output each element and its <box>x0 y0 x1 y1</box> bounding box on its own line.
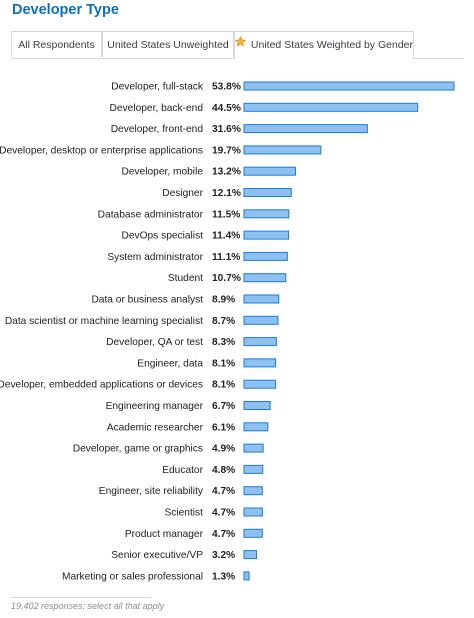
value-label: 53.8% <box>212 82 241 93</box>
value-label: 31.6% <box>212 124 241 135</box>
value-label: 8.7% <box>212 316 235 327</box>
star-icon <box>234 31 247 57</box>
bar <box>243 464 264 474</box>
bar <box>243 145 322 155</box>
value-label: 8.1% <box>212 358 235 369</box>
bar <box>243 102 419 112</box>
value-label: 3.2% <box>212 550 235 561</box>
value-label: 12.1% <box>212 188 241 199</box>
tab-united-states-weighted-by-gender[interactable]: United States Weighted by Gender <box>234 31 414 59</box>
bar <box>243 273 287 283</box>
category-label: Data or business analyst <box>91 295 203 306</box>
category-label: Developer, game or graphics <box>73 444 203 455</box>
tab-united-states-weighted-by-gender-label: United States Weighted by Gender <box>250 39 413 51</box>
bar <box>243 443 264 453</box>
value-label: 44.5% <box>212 103 241 114</box>
tab-united-states-unweighted[interactable]: United States Unweighted <box>102 31 234 57</box>
category-label: Developer, embedded applications or devi… <box>0 380 203 391</box>
bar <box>243 550 257 560</box>
category-label: Educator <box>162 465 203 476</box>
category-label: Developer, full-stack <box>111 82 204 93</box>
category-label: Student <box>168 273 203 284</box>
category-label: Product manager <box>125 529 204 540</box>
value-label: 10.7% <box>212 273 241 284</box>
category-label: Developer, front-end <box>111 124 204 135</box>
value-label: 6.7% <box>212 401 235 412</box>
category-label: Marketing or sales professional <box>62 571 203 582</box>
bar <box>243 166 297 176</box>
bar <box>243 422 269 432</box>
value-label: 4.9% <box>212 444 235 455</box>
tab-united-states-unweighted-label: United States Unweighted <box>107 39 229 51</box>
tab-all-respondents-label: All Respondents <box>18 39 95 51</box>
category-label: Developer, desktop or enterprise applica… <box>0 145 203 156</box>
bar <box>243 188 292 197</box>
value-label: 11.1% <box>212 252 240 263</box>
value-label: 1.3% <box>212 571 235 582</box>
bar <box>243 209 290 219</box>
value-label: 4.7% <box>212 508 235 519</box>
bar <box>243 571 250 581</box>
footer-divider <box>11 597 151 598</box>
category-label: Data scientist or machine learning speci… <box>5 316 203 327</box>
category-label: Database administrator <box>98 209 204 220</box>
value-label: 11.4% <box>212 231 240 242</box>
category-label: Academic researcher <box>107 422 204 433</box>
bar <box>243 358 277 368</box>
tab-bar: All Respondents United States Unweighted… <box>11 31 464 59</box>
value-label: 13.2% <box>212 167 241 178</box>
category-label: DevOps specialist <box>121 231 203 242</box>
category-label: Engineer, data <box>137 358 203 369</box>
developer-type-bar-chart: Developer, full-stack 53.8% Developer, bac… <box>0 81 455 582</box>
responses-footnote: 19,402 responses; select all that apply <box>11 601 165 611</box>
category-label: Scientist <box>164 508 203 519</box>
bar <box>243 507 263 517</box>
category-label: Developer, back-end <box>110 103 204 114</box>
value-label: 11.5% <box>212 209 240 220</box>
page-title: Developer Type <box>12 2 119 18</box>
bar <box>243 337 277 347</box>
bar <box>243 251 288 261</box>
bar <box>243 486 263 496</box>
value-label: 4.7% <box>212 486 235 497</box>
value-label: 8.3% <box>212 337 235 348</box>
bar <box>243 124 368 134</box>
bar <box>243 315 279 325</box>
bar <box>243 230 289 240</box>
bar <box>243 528 263 538</box>
category-label: Senior executive/VP <box>111 550 203 561</box>
category-label: Developer, QA or test <box>106 337 203 348</box>
tab-all-respondents[interactable]: All Respondents <box>11 31 102 57</box>
value-label: 19.7% <box>212 145 241 156</box>
value-label: 8.9% <box>212 295 235 306</box>
bar <box>243 81 455 91</box>
category-label: Engineering manager <box>106 401 204 412</box>
bar <box>243 294 280 304</box>
bar <box>243 379 277 389</box>
category-label: Engineer, site reliability <box>99 486 204 497</box>
bar <box>243 401 271 410</box>
category-label: Developer, mobile <box>121 167 203 178</box>
category-label: Designer <box>162 188 203 199</box>
category-label: System administrator <box>107 252 203 263</box>
value-label: 8.1% <box>212 380 235 391</box>
value-label: 4.7% <box>212 529 235 540</box>
value-label: 6.1% <box>212 422 235 433</box>
value-label: 4.8% <box>212 465 235 476</box>
